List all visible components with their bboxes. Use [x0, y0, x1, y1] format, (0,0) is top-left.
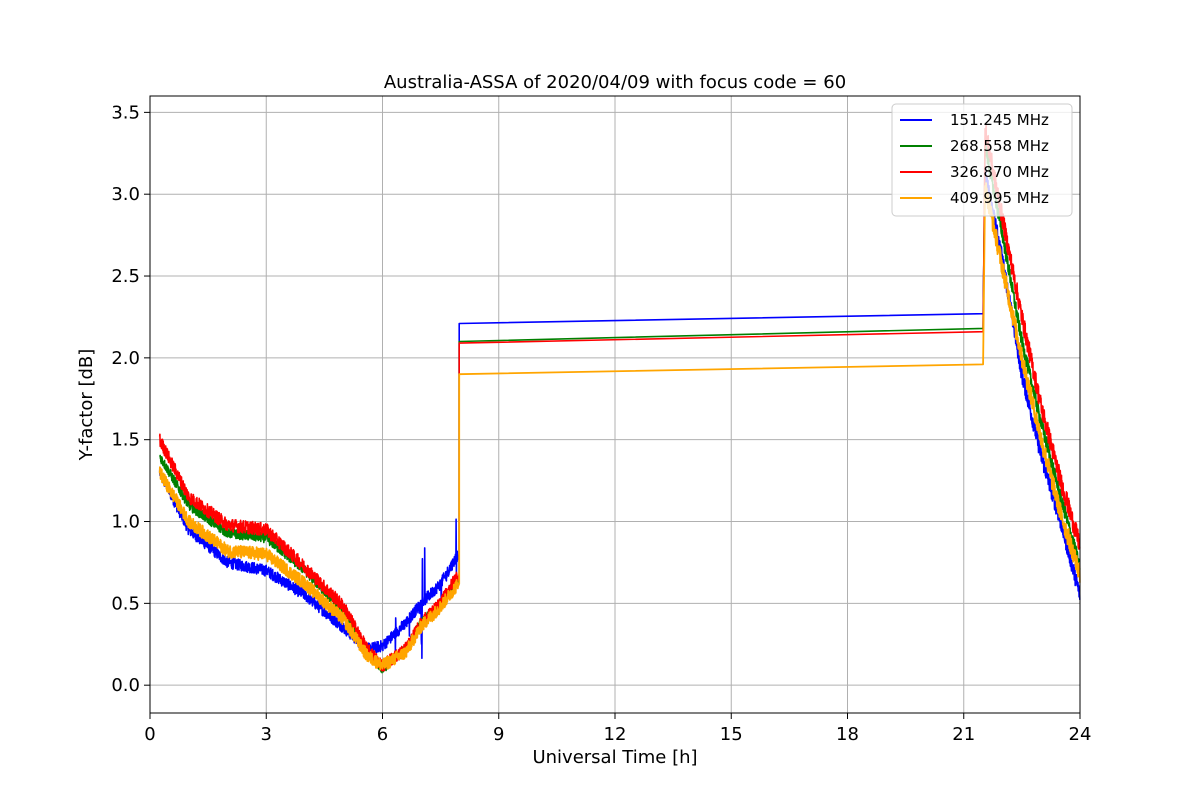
legend-entry-label: 151.245 MHz [950, 111, 1049, 129]
x-tick-label: 21 [952, 724, 975, 745]
x-tick-label: 0 [144, 724, 155, 745]
y-tick-label: 3.5 [111, 102, 140, 123]
y-axis-label: Y-factor [dB] [76, 349, 97, 462]
series-layer [158, 124, 1081, 674]
x-tick-label: 3 [261, 724, 272, 745]
x-tick-label: 15 [720, 724, 743, 745]
y-tick-label: 3.0 [111, 184, 140, 205]
y-tick-label: 2.0 [111, 348, 140, 369]
y-tick-label: 0.5 [111, 593, 140, 614]
legend-entry-label: 326.870 MHz [950, 163, 1049, 181]
series-line-3 [158, 124, 1081, 672]
series-line-4 [158, 182, 1081, 671]
legend-entry-label: 409.995 MHz [950, 189, 1049, 207]
axis-ticks: 0 3 6 9 12 15 18 21 24 0.0 0.5 1.0 1.5 2.0 2.5 3.0 3.5 [111, 102, 1091, 745]
legend-box [891, 103, 1073, 217]
y-tick-label: 2.5 [111, 266, 140, 287]
y-tick-label: 0.0 [111, 675, 140, 696]
chart-title: Australia-ASSA of 2020/04/09 with focus … [384, 72, 846, 93]
x-axis-label: Universal Time [h] [532, 747, 697, 768]
x-tick-label: 18 [836, 724, 859, 745]
x-tick-label: 9 [493, 724, 504, 745]
legend-entry-label: 268.558 MHz [950, 137, 1049, 155]
y-tick-label: 1.5 [111, 430, 140, 451]
x-tick-label: 6 [377, 724, 388, 745]
x-tick-label: 12 [604, 724, 627, 745]
x-tick-label: 24 [1069, 724, 1092, 745]
y-tick-label: 1.0 [111, 512, 140, 533]
legend: 151.245 MHz 268.558 MHz 326.870 MHz 409.995… [891, 103, 1073, 217]
